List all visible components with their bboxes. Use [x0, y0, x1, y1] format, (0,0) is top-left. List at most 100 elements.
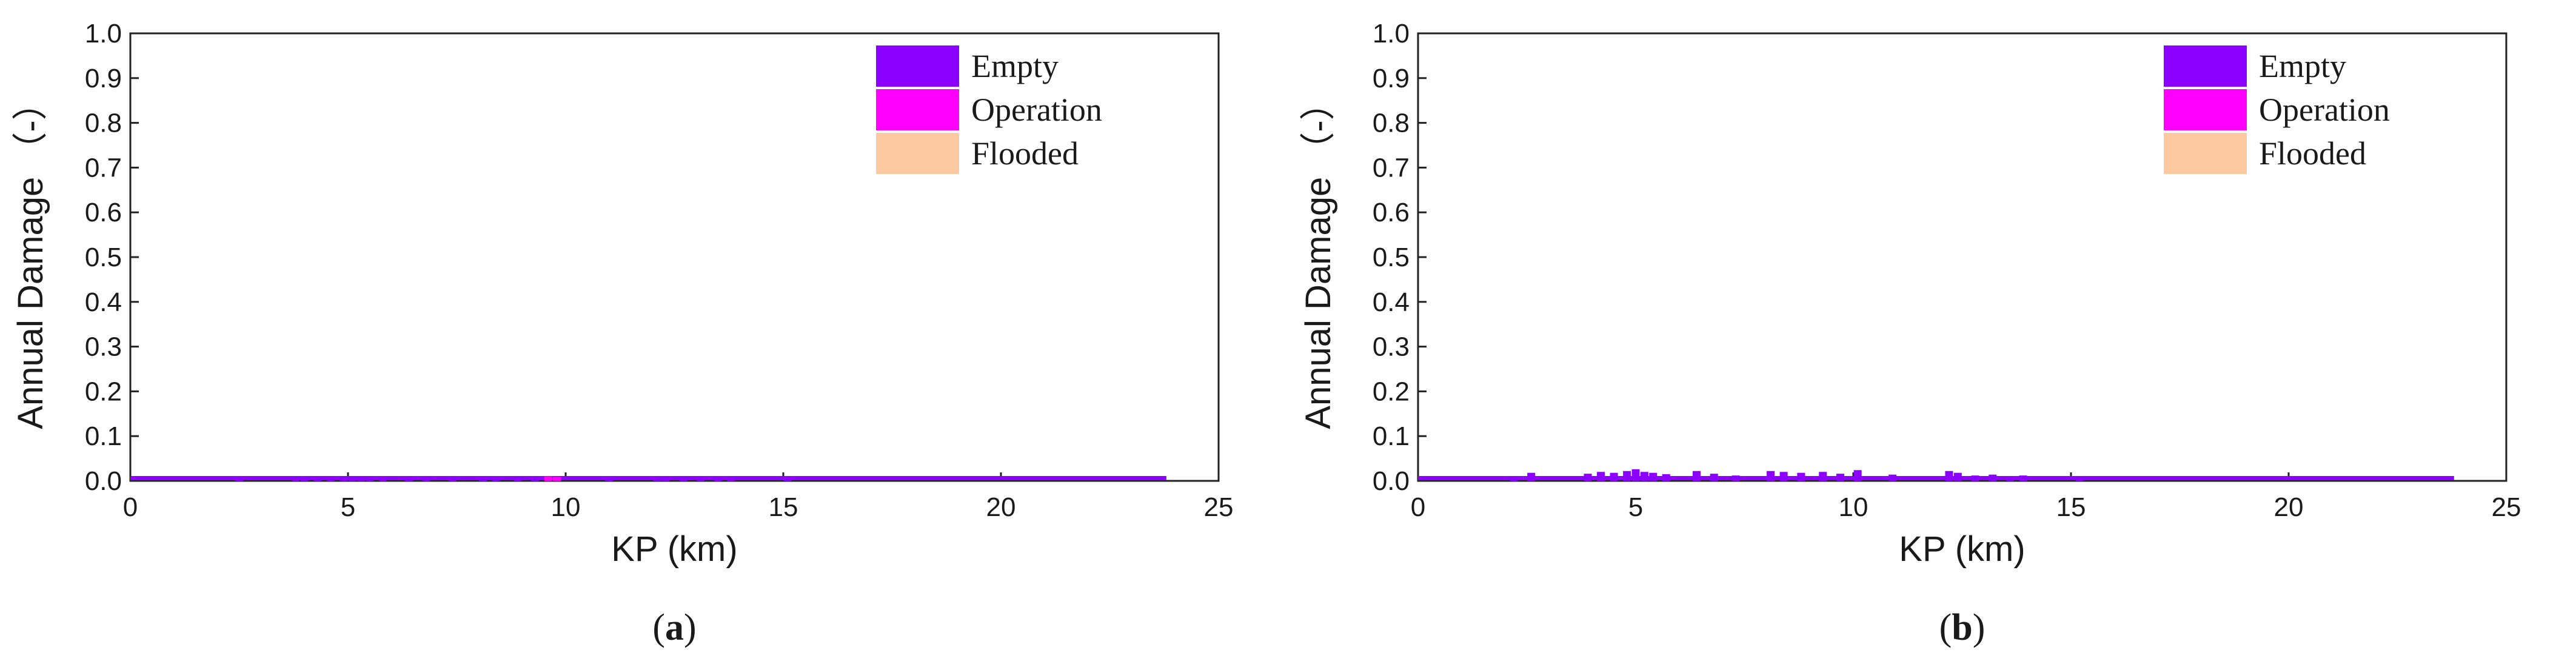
legend-swatch-flooded	[876, 133, 959, 174]
bar-empty	[1797, 472, 1805, 481]
bar-empty	[348, 476, 356, 481]
x-tick-label: 20	[2274, 492, 2304, 522]
x-tick-label: 25	[2492, 492, 2521, 522]
bar-empty	[531, 478, 540, 481]
legend-swatch-flooded	[2164, 133, 2247, 174]
bar-empty	[605, 478, 614, 481]
legend-label-flooded: Flooded	[2259, 135, 2366, 172]
bar-empty	[448, 478, 457, 481]
chart-a-svg: 0.0 0.1 0.2 0.3 0.4 0.5 0.6 0.7 0.8 0.9 1.0 0 5 10 15 2…	[11, 19, 1234, 648]
y-tick-label: 0.9	[1373, 64, 1410, 93]
x-tick-label: 15	[2056, 492, 2086, 522]
bar-empty	[300, 478, 309, 481]
bar-empty	[1953, 472, 1962, 481]
y-tick-label: 0.2	[1373, 377, 1410, 406]
y-tick-label: 0.2	[85, 377, 122, 406]
panel-label: (b)	[1939, 607, 1986, 648]
panel-label-open: (	[652, 607, 665, 648]
x-tick-label: 5	[341, 492, 355, 522]
bar-empty	[1767, 471, 1775, 481]
bar-empty	[479, 477, 487, 481]
legend-swatch-operation	[2164, 89, 2247, 130]
x-tick-label: 0	[1411, 492, 1425, 522]
bar-operation	[553, 477, 561, 481]
bar-empty	[661, 477, 670, 481]
bar-empty	[697, 478, 705, 481]
chart-panel-a: 0.0 0.1 0.2 0.3 0.4 0.5 0.6 0.7 0.8 0.9 1.0 0 5 10 15 2…	[11, 19, 1234, 648]
bar-empty	[2075, 477, 2084, 481]
bar-empty	[1779, 472, 1788, 481]
bar-empty	[1662, 474, 1670, 481]
x-axis-label: KP (km)	[611, 529, 737, 569]
bar-empty	[235, 477, 243, 481]
legend-label-operation: Operation	[2259, 92, 2390, 128]
bar-empty	[1853, 470, 1862, 481]
bar-empty	[727, 478, 735, 481]
bar-empty	[1836, 474, 1844, 481]
bar-empty	[1971, 475, 1979, 481]
bar-empty	[1631, 469, 1640, 481]
bar-empty	[1731, 475, 1740, 481]
bar-empty	[1649, 472, 1658, 481]
y-tick-label: 0.1	[85, 421, 122, 451]
bar-empty	[1623, 471, 1631, 481]
chart-panel-b: 0.0 0.1 0.2 0.3 0.4 0.5 0.6 0.7 0.8 0.9 1.0 0 5 10 15 2…	[1288, 0, 2575, 664]
x-tick-label: 10	[551, 492, 581, 522]
legend-label-empty: Empty	[2259, 48, 2346, 84]
bar-empty	[2019, 475, 2027, 481]
panel-label-close: )	[1973, 607, 1986, 648]
bar-empty	[1989, 474, 1997, 481]
y-axis-label: Annual Damage （-）	[1299, 85, 1338, 429]
y-tick-label: 0.5	[1373, 243, 1410, 272]
panel-label-open: (	[1939, 607, 1952, 648]
bar-empty	[492, 478, 500, 481]
x-tick-label: 15	[769, 492, 798, 522]
panel-label-letter: a	[665, 607, 684, 648]
x-tick-label: 5	[1628, 492, 1643, 522]
x-tick-label: 25	[1204, 492, 1234, 522]
legend-label-empty: Empty	[971, 48, 1059, 84]
bar-empty	[679, 478, 687, 481]
y-tick-label: 0.1	[1373, 421, 1410, 451]
panel-label: (a)	[652, 607, 696, 648]
bar-empty	[1510, 478, 1518, 481]
bar-empty	[1597, 472, 1605, 481]
legend-swatch-empty	[2164, 45, 2247, 87]
y-tick-label: 0.9	[85, 64, 122, 93]
y-tick-label: 0.4	[1373, 287, 1410, 317]
bar-empty	[366, 477, 374, 481]
bar-operation	[544, 476, 552, 481]
bar-empty	[1584, 474, 1592, 481]
baseline-bar	[130, 476, 1166, 480]
bar-empty	[1710, 474, 1718, 481]
y-tick-label: 0.3	[1373, 332, 1410, 362]
bar-empty	[292, 477, 300, 481]
x-tick-label: 0	[123, 492, 138, 522]
y-tick-label: 0.8	[85, 109, 122, 138]
y-tick-label: 1.0	[85, 19, 122, 49]
bar-empty	[357, 477, 366, 481]
bar-empty	[340, 477, 348, 481]
x-tick-label: 10	[1839, 492, 1868, 522]
legend-swatch-empty	[876, 45, 959, 87]
bar-empty	[313, 477, 322, 481]
bar-empty	[1819, 472, 1827, 481]
bar-empty	[2006, 476, 2014, 481]
bar-empty	[1889, 474, 1897, 481]
x-axis-label: KP (km)	[1899, 529, 2025, 569]
bar-empty	[514, 477, 522, 481]
y-tick-label: 0.4	[85, 287, 122, 317]
y-tick-label: 0.3	[85, 332, 122, 362]
y-tick-label: 0.5	[85, 243, 122, 272]
panel-label-close: )	[684, 607, 697, 648]
panel-label-letter: b	[1952, 607, 1972, 648]
y-tick-label: 0.0	[1373, 466, 1410, 496]
bar-empty	[378, 478, 387, 481]
y-tick-label: 0.7	[85, 153, 122, 183]
bar-empty	[1945, 471, 1953, 481]
x-tick-label: 20	[986, 492, 1016, 522]
y-tick-label: 0.8	[1373, 109, 1410, 138]
y-tick-label: 0.6	[1373, 198, 1410, 227]
bar-empty	[714, 478, 722, 481]
bar-empty	[653, 478, 661, 481]
